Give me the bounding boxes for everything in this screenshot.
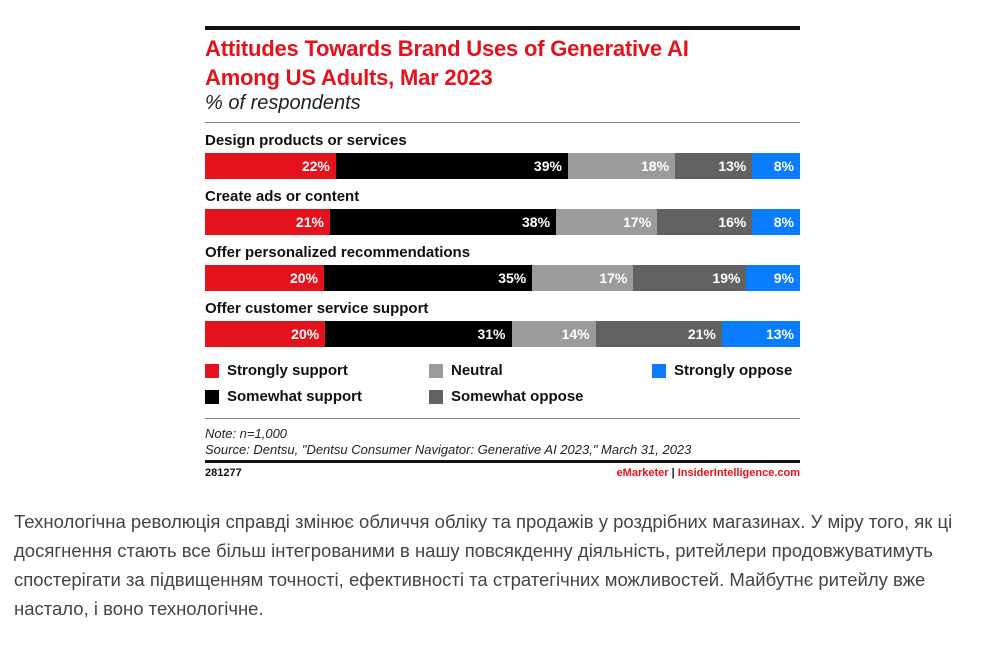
data-label: 20% — [289, 270, 318, 286]
bar-segment: 9% — [746, 265, 800, 291]
legend-label: Somewhat support — [227, 388, 363, 405]
data-label: 9% — [773, 270, 794, 286]
brand-insider: InsiderIntelligence.com — [677, 467, 800, 479]
article-paragraph: Технологічна революція справді змінює об… — [14, 511, 953, 619]
bar-segment: 8% — [752, 153, 800, 179]
brand: eMarketer | InsiderIntelligence.com — [617, 467, 800, 479]
data-label: 22% — [301, 158, 330, 174]
data-label: 38% — [522, 214, 551, 230]
legend-swatch — [429, 389, 443, 404]
legend-label: Somewhat oppose — [451, 388, 584, 405]
bar-segment: 16% — [657, 209, 753, 235]
legend-swatch — [652, 363, 666, 378]
data-label: 35% — [498, 270, 527, 286]
data-label: 13% — [765, 326, 794, 342]
category-label: Create ads or content — [205, 188, 360, 205]
data-label: 14% — [561, 326, 590, 342]
data-label: 13% — [718, 158, 747, 174]
bar-segment: 20% — [205, 321, 326, 347]
top-rule — [205, 26, 800, 30]
bar-segment: 21% — [205, 209, 330, 235]
bar-segment: 19% — [633, 265, 747, 291]
bottom-rule — [205, 460, 800, 463]
data-label: 39% — [533, 158, 562, 174]
legend-label: Strongly support — [227, 362, 348, 379]
legend-label: Neutral — [451, 362, 503, 379]
bar-segment: 8% — [752, 209, 800, 235]
chart-title-line-1: Attitudes Towards Brand Uses of Generati… — [205, 36, 689, 61]
category-label: Offer personalized recommendations — [205, 244, 471, 261]
data-label: 16% — [718, 214, 747, 230]
bar-segment: 13% — [721, 321, 800, 347]
chart-footer: 281277 eMarketer | InsiderIntelligence.c… — [205, 467, 800, 479]
chart-subtitle: % of respondents — [205, 92, 361, 114]
category-label: Design products or services — [205, 132, 407, 149]
bar-row: 22% 39% 18% 13% 8% — [205, 153, 800, 179]
legend-item: Somewhat oppose — [429, 388, 584, 405]
legend-swatch — [429, 363, 443, 378]
chart-title-line-2: Among US Adults, Mar 2023 — [205, 65, 493, 90]
legend-item: Strongly support — [205, 362, 348, 379]
bar-segment: 35% — [324, 265, 533, 291]
legend-label: Strongly oppose — [674, 362, 793, 379]
data-label: 17% — [623, 214, 652, 230]
data-label: 19% — [712, 270, 741, 286]
bar-segment: 39% — [335, 153, 568, 179]
bar-row: 20% 31% 14% 21% 13% — [205, 321, 800, 347]
data-label: 8% — [773, 214, 794, 230]
brand-emarketer: eMarketer — [616, 467, 669, 479]
bar-segment: 21% — [595, 321, 722, 347]
bar-segment: 18% — [567, 153, 676, 179]
bar-segment: 14% — [511, 321, 596, 347]
legend-item: Neutral — [429, 362, 503, 379]
bar-segment: 13% — [675, 153, 753, 179]
brand-separator: | — [671, 467, 675, 479]
data-label: 31% — [477, 326, 506, 342]
data-label: 21% — [295, 214, 324, 230]
data-label: 20% — [291, 326, 320, 342]
header-rule — [205, 122, 800, 123]
legend-swatch — [205, 363, 219, 378]
bar-row: 20% 35% 17% 19% 9% — [205, 265, 800, 291]
bar-segment: 17% — [532, 265, 634, 291]
category-label: Offer customer service support — [205, 300, 429, 317]
bar-segment: 17% — [556, 209, 658, 235]
chart-id: 281277 — [205, 467, 242, 479]
data-label: 18% — [641, 158, 670, 174]
bar-segment: 31% — [325, 321, 512, 347]
legend-item: Somewhat support — [205, 388, 362, 405]
chart-title: Attitudes Towards Brand Uses of Generati… — [205, 34, 689, 92]
bar-segment: 22% — [205, 153, 336, 179]
chart-note: Note: n=1,000 — [205, 426, 288, 441]
bar-segment: 38% — [329, 209, 557, 235]
notes-rule — [205, 418, 800, 419]
data-label: 17% — [599, 270, 628, 286]
bar-row: 21% 38% 17% 16% 8% — [205, 209, 800, 235]
legend-item: Strongly oppose — [652, 362, 792, 379]
legend-swatch — [205, 389, 219, 404]
data-label: 21% — [687, 326, 716, 342]
chart-source: Source: Dentsu, "Dentsu Consumer Navigat… — [205, 442, 692, 457]
bar-segment: 20% — [205, 265, 324, 291]
data-label: 8% — [773, 158, 794, 174]
